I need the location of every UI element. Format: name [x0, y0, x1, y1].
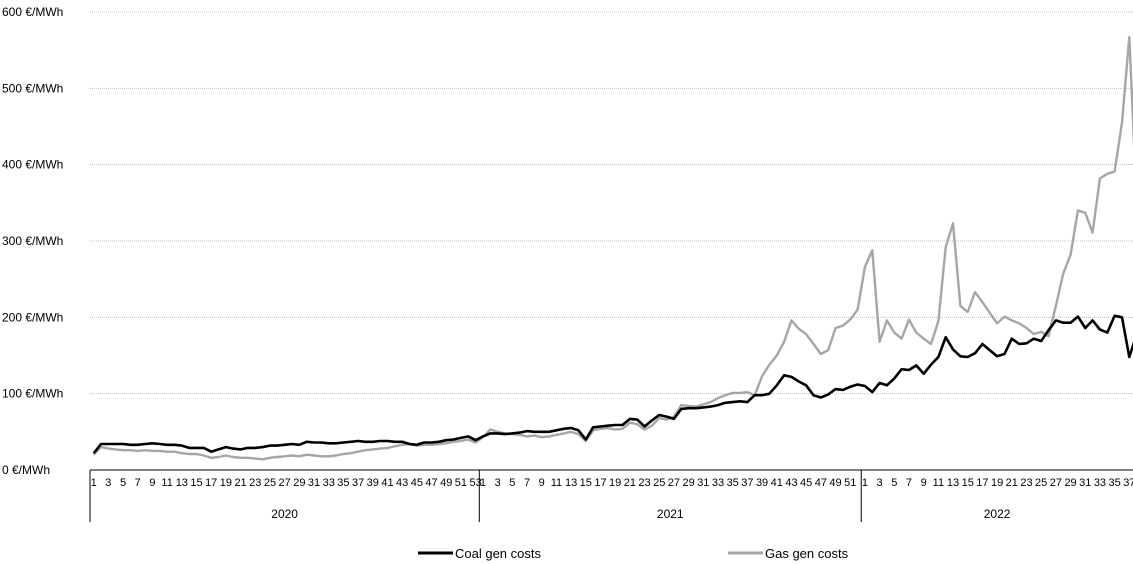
x-tick-label: 31 — [697, 477, 709, 489]
x-tick-label: 7 — [135, 477, 141, 489]
x-tick-label: 19 — [220, 477, 232, 489]
x-tick-label: 9 — [921, 477, 927, 489]
x-tick-label: 17 — [205, 477, 217, 489]
x-tick-label: 39 — [367, 477, 379, 489]
x-axis: 1 3 5 7 9 11 13 15 17 19 21 23 25 27 29 31 33 35 37 39 41 43 4… — [89, 469, 1133, 522]
x-tick-label: 31 — [308, 477, 320, 489]
series-line — [92, 314, 1133, 455]
x-tick-label: 35 — [337, 477, 349, 489]
legend-label: Gas gen costs — [765, 546, 849, 561]
x-tick-label: 19 — [609, 477, 621, 489]
x-tick-label: 23 — [638, 477, 650, 489]
legend: Coal gen costs Gas gen costs — [418, 546, 849, 561]
x-tick-label: 25 — [1035, 477, 1047, 489]
x-tick-label: 11 — [551, 477, 562, 489]
x-tick-label: 5 — [509, 477, 515, 489]
x-tick-label: 29 — [682, 477, 694, 489]
x-tick-label: 13 — [565, 477, 577, 489]
y-tick-label: 400 €/MWh — [2, 158, 63, 172]
y-axis-ticks: 0 €/MWh 100 €/MWh 200 €/MWh 300 €/MWh 400 €/… — [2, 5, 63, 477]
x-tick-label: 37 — [1123, 477, 1133, 489]
y-tick-label: 600 €/MWh — [2, 5, 63, 19]
x-tick-label: 33 — [1094, 477, 1106, 489]
x-tick-label: 45 — [800, 477, 812, 489]
x-tick-label: 15 — [962, 477, 974, 489]
x-tick-label: 17 — [976, 477, 988, 489]
x-tick-label: 35 — [727, 477, 739, 489]
x-tick-label: 13 — [947, 477, 959, 489]
x-tick-label: 15 — [190, 477, 202, 489]
x-tick-label: 45 — [411, 477, 423, 489]
x-tick-label: 15 — [580, 477, 592, 489]
x-tick-label: 27 — [668, 477, 680, 489]
x-tick-label: 25 — [264, 477, 276, 489]
x-tick-label: 31 — [1079, 477, 1091, 489]
x-tick-label: 51 — [844, 477, 856, 489]
y-tick-label: 200 €/MWh — [2, 310, 63, 324]
x-tick-label: 25 — [653, 477, 665, 489]
x-tick-label: 33 — [323, 477, 335, 489]
x-tick-label: 23 — [1020, 477, 1032, 489]
x-tick-label: 11 — [933, 477, 944, 489]
x-tick-label: 1 — [862, 477, 868, 489]
x-tick-label: 13 — [176, 477, 188, 489]
x-tick-label: 27 — [279, 477, 291, 489]
x-tick-label: 23 — [249, 477, 261, 489]
x-tick-label: 43 — [396, 477, 408, 489]
x-tick-label: 53 — [469, 477, 481, 489]
x-tick-label: 21 — [234, 477, 246, 489]
year-label: 2020 — [271, 507, 298, 521]
x-tick-label: 7 — [524, 477, 530, 489]
x-tick-label: 5 — [891, 477, 897, 489]
x-tick-label: 11 — [161, 477, 172, 489]
x-tick-label: 17 — [594, 477, 606, 489]
x-tick-label: 27 — [1050, 477, 1062, 489]
x-tick-label: 33 — [712, 477, 724, 489]
x-tick-label: 43 — [785, 477, 797, 489]
year-label: 2022 — [984, 507, 1011, 521]
x-tick-label: 9 — [149, 477, 155, 489]
x-tick-label: 41 — [771, 477, 783, 489]
x-tick-label: 41 — [381, 477, 393, 489]
x-tick-label: 37 — [741, 477, 753, 489]
x-tick-label: 37 — [352, 477, 364, 489]
x-tick-label: 1 — [480, 477, 486, 489]
legend-label: Coal gen costs — [455, 546, 541, 561]
y-tick-label: 0 €/MWh — [2, 463, 50, 477]
x-tick-label: 35 — [1109, 477, 1121, 489]
series-lines — [92, 36, 1133, 461]
x-tick-label: 3 — [495, 477, 501, 489]
year-label: 2021 — [657, 507, 684, 521]
series-line — [92, 36, 1133, 461]
x-tick-label: 9 — [539, 477, 545, 489]
x-tick-label: 39 — [756, 477, 768, 489]
x-tick-label: 51 — [455, 477, 467, 489]
x-tick-label: 3 — [877, 477, 883, 489]
x-tick-label: 7 — [906, 477, 912, 489]
x-tick-label: 21 — [1006, 477, 1018, 489]
x-tick-label: 29 — [293, 477, 305, 489]
x-tick-label: 5 — [120, 477, 126, 489]
y-tick-label: 100 €/MWh — [2, 387, 63, 401]
x-tick-label: 49 — [829, 477, 841, 489]
x-tick-label: 1 — [91, 477, 97, 489]
x-tick-label: 47 — [425, 477, 437, 489]
x-tick-label: 29 — [1064, 477, 1076, 489]
y-tick-label: 500 €/MWh — [2, 81, 63, 95]
x-tick-label: 47 — [815, 477, 827, 489]
x-tick-label: 19 — [991, 477, 1003, 489]
x-tick-label: 21 — [624, 477, 636, 489]
x-tick-label: 49 — [440, 477, 452, 489]
gridlines — [90, 11, 1133, 395]
x-tick-label: 3 — [105, 477, 111, 489]
y-tick-label: 300 €/MWh — [2, 234, 63, 248]
